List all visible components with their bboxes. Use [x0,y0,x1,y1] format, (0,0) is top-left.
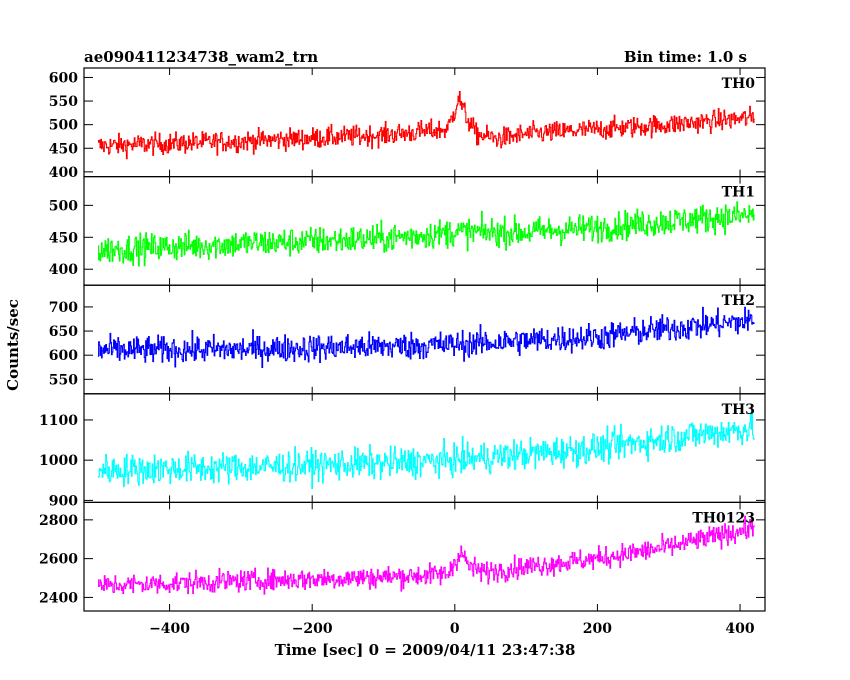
panel-label-th0123: TH0123 [692,510,755,526]
y-tick-label: 400 [49,165,78,181]
x-tick-label: 0 [450,621,460,637]
series-line-th0 [97,90,755,160]
y-tick-label: 450 [49,230,78,246]
y-tick-label: 550 [49,372,78,388]
y-tick-label: 550 [49,94,78,110]
y-tick-label: 2800 [39,513,78,529]
y-tick-label: 900 [49,493,78,509]
y-axis-label: Counts/sec [4,299,22,391]
y-tick-label: 500 [49,198,78,214]
panels-group: 400 450 500 550 600 TH0 400 450 500 TH1 550 600 650 7… [39,67,766,612]
panel-frame [83,284,766,395]
x-tick-label: 200 [583,621,612,637]
panel-th3: 900 1000 1100 TH3 [39,393,766,509]
y-tick-label: 650 [49,324,78,340]
series-line-th1 [97,201,755,267]
series-line-th0123 [97,515,755,595]
panel-frame [83,67,766,178]
bin-time-label: Bin time: 1.0 s [624,48,747,66]
y-tick-label: 2400 [39,590,78,606]
x-axis-label: Time [sec] 0 = 2009/04/11 23:47:38 [275,641,576,659]
y-tick-label: 450 [49,141,78,157]
series-line-th3 [97,409,755,490]
panel-label-th2: TH2 [722,293,755,309]
y-tick-label: 400 [49,262,78,278]
y-tick-label: 2600 [39,552,78,568]
y-tick-label: 1000 [39,453,78,469]
x-tick-label: −200 [292,621,333,637]
series-line-th2 [97,306,755,368]
y-tick-label: 700 [49,300,78,316]
x-tick-label: −400 [149,621,190,637]
panel-th0: 400 450 500 550 600 TH0 [49,67,766,181]
panel-th1: 400 450 500 TH1 [49,176,766,286]
chart-title: ae090411234738_wam2_trn [84,48,318,66]
y-tick-label: 600 [49,348,78,364]
panel-frame [83,501,766,612]
panel-th0123: 2400 2600 2800 TH0123 [39,501,766,612]
panel-label-th3: TH3 [722,402,755,418]
panel-frame [83,176,766,286]
x-axis: −400 −200 0 200 400 [149,621,755,637]
y-tick-label: 500 [49,118,78,134]
panel-th2: 550 600 650 700 TH2 [49,284,766,395]
x-tick-label: 400 [725,621,754,637]
y-tick-label: 600 [49,70,78,86]
panel-label-th1: TH1 [722,185,755,201]
y-tick-label: 1100 [39,413,78,429]
panel-label-th0: TH0 [722,76,756,92]
